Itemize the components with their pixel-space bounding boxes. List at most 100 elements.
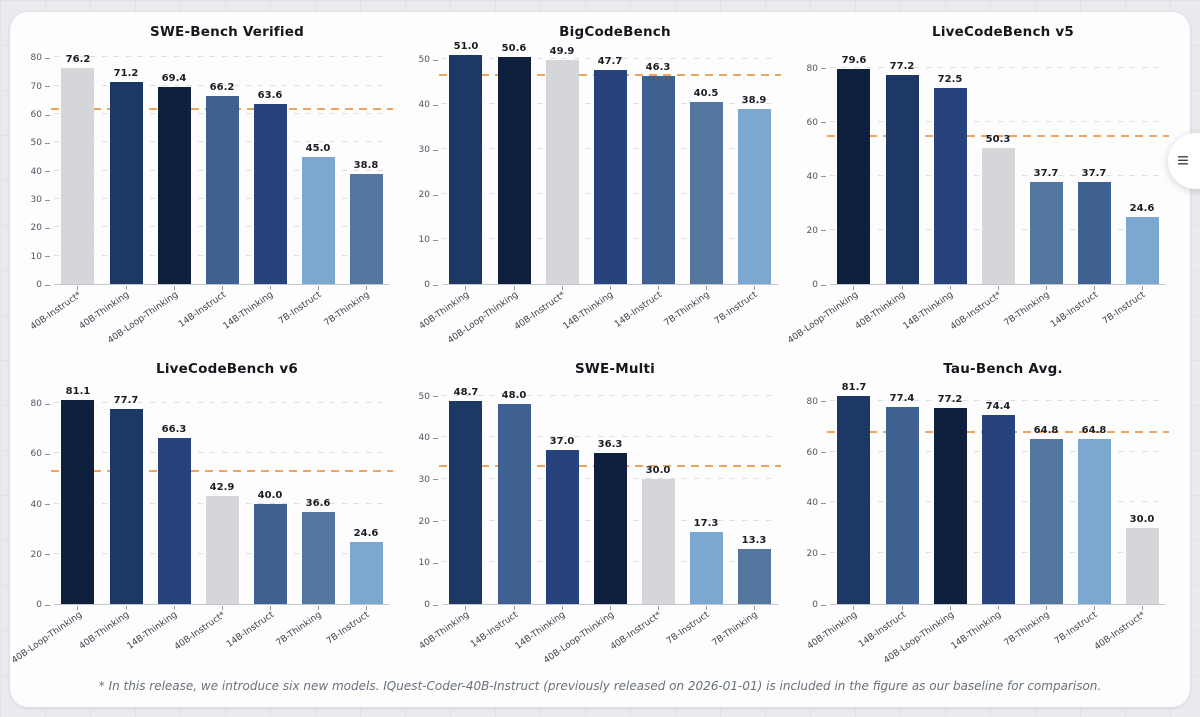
bar-40b-thinking [449,400,483,604]
bar-7b-instruct [1077,439,1111,604]
y-tick: 30 [31,195,50,205]
bar-value-label: 30.0 [1129,513,1155,525]
chart-title: SWE-Multi [575,361,655,377]
bar-7b-instruct [737,109,771,284]
y-tick-label: 20 [30,223,42,234]
x-tick-mark [949,286,951,290]
y-tick: 60 [807,118,826,128]
plot-area: 76.2 71.2 69.4 66.2 63.6 45.0 38.8 [51,46,393,290]
x-axis-label: 14B-Thinking [950,610,1004,652]
bar-value-label: 69.4 [161,73,187,85]
y-tick: 80 [807,64,826,74]
bar-14b-thinking [981,415,1015,604]
x-tick-mark [949,606,951,610]
y-tick-mark [45,604,50,606]
bar-value-label: 77.7 [113,394,139,406]
y-tick-mark [45,554,50,556]
bar-value-label: 64.8 [1081,425,1107,437]
y-tick: 60 [807,448,826,458]
x-tick-mark [317,286,319,290]
bar-14b-thinking [157,437,191,604]
bar-14b-instruct [641,76,675,284]
gridline [54,452,390,454]
y-tick-mark [433,479,438,481]
x-tick-mark [125,286,127,290]
y-tick: 20 [31,223,50,233]
y-tick-label: 20 [418,190,430,201]
y-tick-label: 20 [806,549,818,560]
y-tick: 80 [807,397,826,407]
x-axis-label: 7B-Thinking [322,290,372,329]
x-axis-label: 7B-Instruct [1101,290,1148,327]
y-tick: 80 [31,53,50,63]
chart-body: 0 10 20 30 40 50 48.7 48.0 37.0 36.3 30.0 17.3 13.3 [412,383,788,610]
x-axis-label: 7B-Thinking [710,610,760,649]
y-axis: 0 10 20 30 40 50 60 70 80 [24,46,54,290]
y-tick: 40 [807,498,826,508]
y-tick-mark [45,256,50,258]
bar-40b-instruct [641,478,675,604]
x-tick-mark [221,286,223,290]
bar-value-label: 51.0 [453,40,479,52]
y-tick-label: 0 [812,280,818,290]
bar-40b-instruct [981,147,1015,284]
bar-14b-instruct [253,503,287,604]
y-tick-label: 60 [806,117,818,128]
y-tick-mark [821,553,826,555]
bar-14b-instruct [205,96,239,284]
x-axis-label: 14B-Thinking [902,290,956,332]
x-axis-label: 7B-Instruct [1053,610,1100,647]
x-axis-label: 14B-Thinking [562,290,616,332]
gridline [442,436,778,438]
bar-value-label: 74.4 [985,401,1011,413]
y-tick-label: 10 [30,251,42,262]
bar-value-label: 17.3 [693,517,719,529]
y-tick: 20 [419,517,438,527]
y-tick-label: 60 [30,449,42,460]
y-tick-mark [821,68,826,70]
chart-body: 0 20 40 60 80 79.6 77.2 72.5 50.3 37.7 37.7 24.6 [800,46,1176,290]
bar-14b-thinking [593,69,627,284]
bar-40b-thinking [885,75,919,284]
chart-body: 0 10 20 30 40 50 51.0 50.6 49.9 47.7 46.3 40.5 38.9 [412,41,788,290]
x-axis-label: 14B-Thinking [126,610,180,652]
y-tick-label: 80 [806,396,818,407]
bar-value-label: 45.0 [305,142,331,154]
y-tick-label: 40 [30,166,42,177]
chart-livecodebench-v6: LiveCodeBench v6 0 20 40 60 80 81.1 77.7 66.3 42.… [10,355,406,667]
x-axis-label: 14B-Instruct [468,610,520,650]
x-axis-label: 40B-Instruct* [28,290,84,333]
y-tick-label: 40 [418,100,430,111]
x-axis-labels: 40B-Thinking 14B-Instruct 14B-Thinking 40B-… [418,605,778,667]
y-tick-label: 80 [806,63,818,74]
y-tick-mark [433,521,438,523]
y-tick: 20 [419,190,438,200]
bar-value-label: 49.9 [549,45,575,57]
bar-value-label: 40.0 [257,489,283,501]
y-tick: 40 [419,100,438,110]
y-tick: 40 [31,167,50,177]
x-tick-mark [901,606,903,610]
x-axis-label: 7B-Instruct [713,290,760,327]
bar-value-label: 71.2 [113,68,139,80]
chart-tau-bench-avg: Tau-Bench Avg. 0 20 40 60 80 81.7 77.4 77.2 74.4 6… [794,355,1182,667]
x-tick-mark [365,606,367,610]
x-tick-mark [753,286,755,290]
plot-area: 81.7 77.4 77.2 74.4 64.8 64.8 30.0 [827,382,1169,610]
x-axis-label: 40B-Instruct* [608,610,664,653]
bar-value-label: 48.7 [453,386,479,398]
y-tick-label: 0 [424,280,430,290]
x-axis-labels: 40B-Loop-Thinking 40B-Thinking 14B-Thinkin… [786,285,1166,355]
x-axis-label: 14B-Instruct [224,610,276,650]
y-axis: 0 20 40 60 80 [24,383,54,610]
plot-area: 81.1 77.7 66.3 42.9 40.0 36.6 24.6 [51,383,393,610]
y-tick-label: 10 [418,558,430,569]
y-tick-mark [45,114,50,116]
y-tick-mark [821,284,826,286]
gridline [54,56,390,58]
y-tick-mark [821,122,826,124]
bar-value-label: 36.6 [305,498,331,510]
bar-40b-instruct [545,59,579,284]
bar-40b-instruct [1125,527,1159,604]
chart-title: LiveCodeBench v6 [156,361,298,377]
